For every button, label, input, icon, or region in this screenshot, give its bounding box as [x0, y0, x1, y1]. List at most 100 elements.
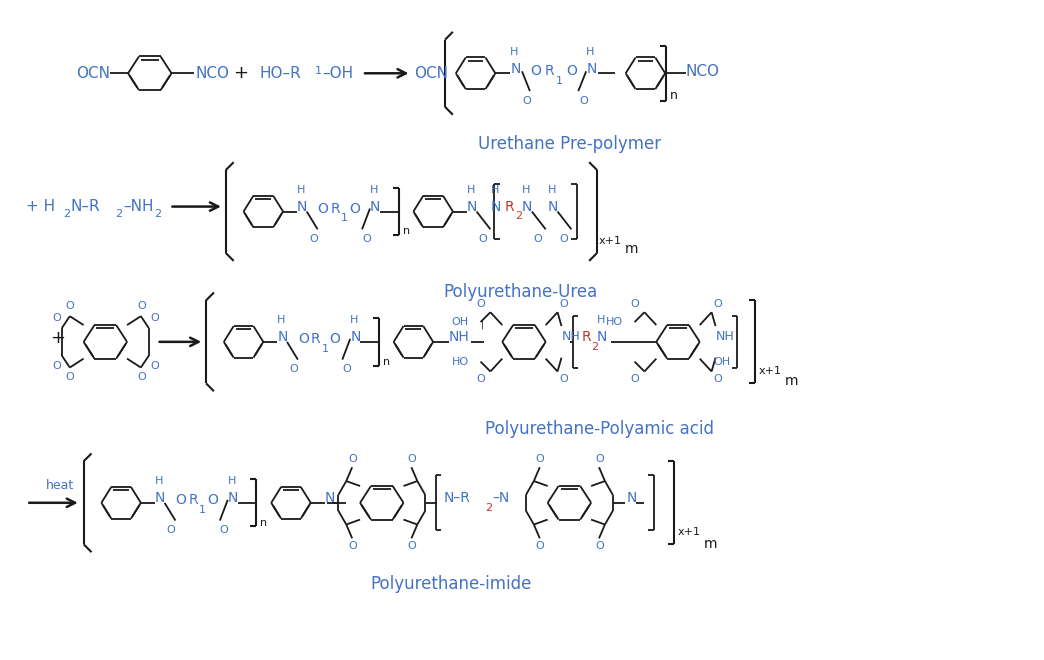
Text: O: O	[310, 234, 318, 244]
Text: N: N	[228, 491, 238, 505]
Text: NH: NH	[715, 331, 734, 343]
Text: O: O	[536, 541, 545, 551]
Text: N: N	[597, 330, 608, 344]
Text: H: H	[370, 185, 378, 195]
Text: O: O	[207, 493, 218, 507]
Text: N: N	[548, 199, 559, 214]
Text: H: H	[228, 476, 236, 486]
Text: O: O	[175, 493, 186, 507]
Text: x+1: x+1	[759, 366, 782, 376]
Text: H: H	[296, 185, 305, 195]
Text: N: N	[511, 62, 521, 77]
Text: O: O	[317, 201, 329, 216]
Text: O: O	[713, 374, 722, 384]
Text: O: O	[595, 454, 603, 465]
Text: H: H	[350, 315, 358, 325]
Text: –N: –N	[493, 491, 509, 505]
Text: n: n	[403, 226, 409, 236]
Text: O: O	[52, 313, 61, 323]
Text: H: H	[155, 476, 163, 486]
Text: O: O	[150, 360, 160, 370]
Text: R: R	[582, 330, 591, 344]
Text: N: N	[296, 199, 307, 214]
Text: NH: NH	[562, 331, 580, 343]
Text: Urethane Pre-polymer: Urethane Pre-polymer	[478, 135, 661, 153]
Text: R: R	[188, 493, 198, 507]
Text: OCN: OCN	[414, 66, 448, 81]
Text: m: m	[785, 374, 799, 388]
Text: R: R	[504, 199, 514, 214]
Text: Polyurethane-Polyamic acid: Polyurethane-Polyamic acid	[484, 420, 713, 438]
Text: H: H	[586, 47, 594, 57]
Text: N–R: N–R	[444, 491, 471, 505]
Text: O: O	[298, 332, 309, 346]
Text: 1: 1	[341, 213, 349, 224]
Text: H: H	[522, 185, 530, 195]
Text: H: H	[491, 185, 499, 195]
Text: 2: 2	[515, 211, 522, 222]
Text: O: O	[289, 364, 298, 374]
Text: 1: 1	[555, 76, 563, 86]
Text: + H: + H	[26, 199, 55, 214]
Text: N–R: N–R	[71, 199, 100, 214]
Text: m: m	[704, 537, 717, 551]
Text: 1: 1	[199, 505, 206, 515]
Text: O: O	[330, 332, 340, 346]
Text: OH: OH	[452, 317, 469, 327]
Text: O: O	[560, 300, 568, 310]
Text: 2: 2	[63, 209, 70, 220]
Text: m: m	[624, 242, 638, 256]
Text: O: O	[560, 374, 568, 384]
Text: O: O	[478, 234, 488, 244]
Text: Polyurethane-Urea: Polyurethane-Urea	[443, 284, 597, 302]
Text: O: O	[150, 313, 160, 323]
Text: 2: 2	[153, 209, 161, 220]
Text: O: O	[342, 364, 351, 374]
Text: x+1: x+1	[678, 527, 701, 537]
Text: n: n	[383, 356, 389, 366]
Text: +: +	[233, 64, 248, 82]
Text: O: O	[66, 372, 74, 382]
Text: O: O	[595, 541, 603, 551]
Text: N: N	[491, 199, 501, 214]
Text: O: O	[220, 525, 229, 535]
Text: R: R	[311, 332, 321, 346]
Text: NH: NH	[449, 330, 470, 344]
Text: O: O	[407, 541, 417, 551]
Text: x+1: x+1	[599, 236, 622, 246]
Text: O: O	[407, 454, 417, 465]
Text: O: O	[522, 96, 530, 106]
Text: NCO: NCO	[195, 66, 230, 81]
Text: O: O	[167, 525, 175, 535]
Text: 2: 2	[485, 503, 493, 513]
Text: n: n	[670, 88, 678, 102]
Text: OH: OH	[713, 356, 731, 366]
Text: R: R	[545, 64, 554, 79]
Text: N: N	[350, 330, 360, 344]
Text: N: N	[370, 199, 380, 214]
Text: 1: 1	[314, 66, 322, 77]
Text: 2: 2	[591, 342, 598, 352]
Text: O: O	[349, 541, 357, 551]
Text: H: H	[548, 185, 556, 195]
Text: heat: heat	[46, 478, 74, 492]
Text: O: O	[476, 300, 485, 310]
Text: N: N	[155, 491, 165, 505]
Text: N: N	[325, 491, 335, 505]
Text: +: +	[50, 329, 66, 347]
Text: O: O	[560, 234, 568, 244]
Text: O: O	[567, 64, 577, 79]
Text: O: O	[349, 201, 360, 216]
Text: O: O	[66, 302, 74, 312]
Text: 2: 2	[115, 209, 122, 220]
Text: O: O	[137, 302, 146, 312]
Text: –NH: –NH	[123, 199, 153, 214]
Text: O: O	[530, 64, 541, 79]
Text: H: H	[277, 315, 285, 325]
Text: O: O	[362, 234, 371, 244]
Text: H: H	[597, 315, 606, 325]
Text: O: O	[631, 300, 639, 310]
Text: 1: 1	[322, 344, 329, 354]
Text: n: n	[260, 517, 267, 527]
Text: Polyurethane-imide: Polyurethane-imide	[371, 575, 531, 593]
